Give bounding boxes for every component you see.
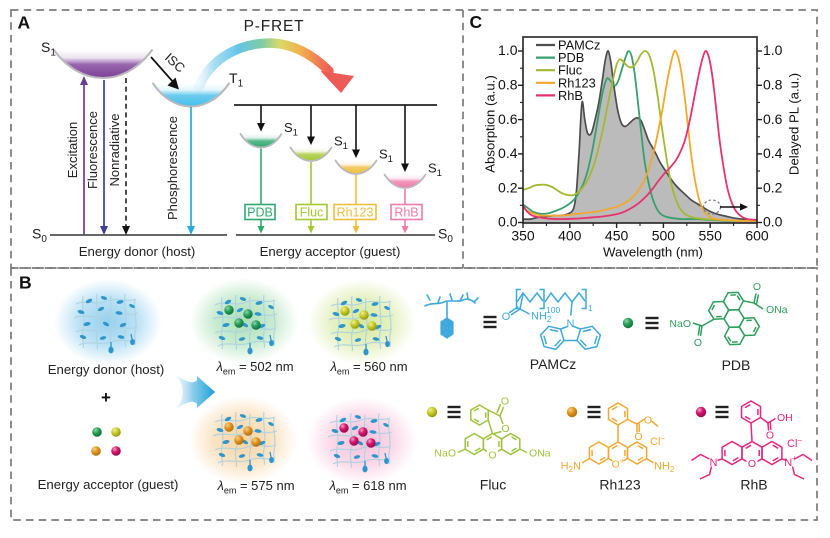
svg-text:+: + <box>101 388 111 407</box>
svg-text:N: N <box>710 457 718 469</box>
svg-text:ONa: ONa <box>529 448 551 460</box>
svg-text:Energy acceptor (guest): Energy acceptor (guest) <box>38 477 179 492</box>
svg-text:PAMCz: PAMCz <box>530 356 576 372</box>
svg-text:Fluc: Fluc <box>300 206 324 220</box>
svg-text:1.0: 1.0 <box>763 42 783 58</box>
svg-text:N: N <box>567 318 575 330</box>
svg-text:O: O <box>634 431 642 443</box>
svg-text:PDB: PDB <box>722 357 751 373</box>
svg-text:Fluorescence: Fluorescence <box>85 111 100 189</box>
svg-text:A: A <box>18 13 31 33</box>
svg-text:0.0: 0.0 <box>763 214 783 230</box>
svg-text:400: 400 <box>558 228 582 244</box>
svg-text:O: O <box>644 415 652 427</box>
svg-text:0.4: 0.4 <box>763 145 783 161</box>
svg-text:ONa: ONa <box>766 304 788 316</box>
svg-text:Rh123: Rh123 <box>599 477 640 493</box>
svg-text:Absorption (a.u.): Absorption (a.u.) <box>483 75 498 173</box>
svg-text:O: O <box>488 450 496 462</box>
svg-text:RhB: RhB <box>558 88 583 103</box>
svg-text:Excitation: Excitation <box>65 122 80 178</box>
svg-text:Energy acceptor (guest): Energy acceptor (guest) <box>260 244 401 259</box>
svg-text:O: O <box>694 337 702 349</box>
svg-text:PDB: PDB <box>247 206 273 220</box>
svg-text:1.0: 1.0 <box>498 42 518 58</box>
svg-text:Phosphorescence: Phosphorescence <box>165 116 180 220</box>
svg-text:450: 450 <box>605 228 629 244</box>
svg-text:0.6: 0.6 <box>763 111 783 127</box>
svg-text:O: O <box>501 423 509 435</box>
svg-text:0.8: 0.8 <box>498 77 518 93</box>
svg-text:O: O <box>501 396 509 408</box>
svg-text:NaO: NaO <box>434 448 456 460</box>
svg-text:B: B <box>19 273 32 293</box>
svg-text:1: 1 <box>588 303 593 313</box>
svg-text:0.0: 0.0 <box>498 214 518 230</box>
svg-text:350: 350 <box>511 228 535 244</box>
svg-text:C: C <box>470 12 483 32</box>
svg-text:Fluc: Fluc <box>480 477 506 493</box>
svg-text:RhB: RhB <box>740 477 767 493</box>
svg-text:NaO: NaO <box>669 318 691 330</box>
svg-text:O: O <box>502 311 511 323</box>
svg-text:Rh123: Rh123 <box>337 206 374 220</box>
svg-text:Wavelength (nm): Wavelength (nm) <box>603 245 703 260</box>
svg-text:RhB: RhB <box>394 206 418 220</box>
svg-text:O: O <box>748 458 756 470</box>
svg-text:Delayed PL (a.u.): Delayed PL (a.u.) <box>787 73 802 175</box>
svg-text:OH: OH <box>777 412 793 424</box>
svg-text:600: 600 <box>745 228 769 244</box>
svg-text:0.8: 0.8 <box>763 77 783 93</box>
svg-text:0.2: 0.2 <box>763 179 783 195</box>
svg-text:O: O <box>753 281 761 293</box>
svg-text:P-FRET: P-FRET <box>244 18 305 35</box>
svg-text:100: 100 <box>546 305 560 315</box>
svg-text:Energy donor (host): Energy donor (host) <box>48 362 165 377</box>
svg-text:0.2: 0.2 <box>498 179 518 195</box>
svg-text:Nonradiative: Nonradiative <box>107 114 122 187</box>
svg-text:O: O <box>766 430 774 442</box>
svg-text:0.6: 0.6 <box>498 111 518 127</box>
svg-text:500: 500 <box>652 228 676 244</box>
svg-text:0.4: 0.4 <box>498 145 518 161</box>
svg-text:550: 550 <box>699 228 723 244</box>
svg-text:Energy donor (host): Energy donor (host) <box>79 244 196 259</box>
